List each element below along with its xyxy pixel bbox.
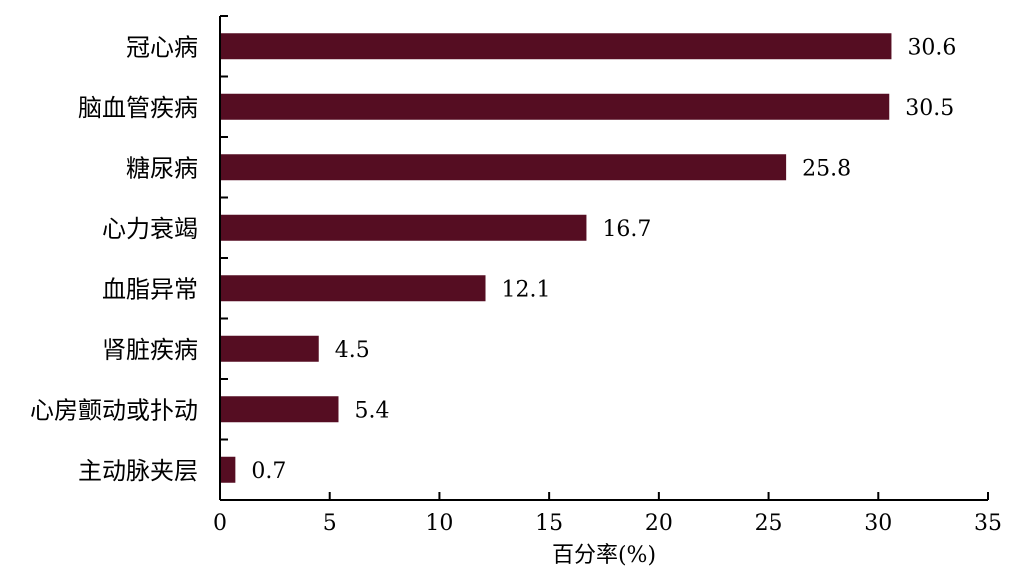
data-label: 30.6 — [907, 35, 956, 60]
bar — [221, 93, 890, 120]
x-tick-label: 35 — [974, 511, 1002, 536]
x-tick-label: 20 — [645, 511, 673, 536]
data-label: 30.5 — [905, 96, 954, 121]
bar — [221, 335, 319, 362]
data-label: 0.7 — [251, 459, 286, 484]
bar — [221, 275, 486, 302]
x-tick-label: 0 — [213, 511, 227, 536]
x-tick-label: 15 — [535, 511, 563, 536]
data-label: 16.7 — [602, 217, 651, 242]
bar — [221, 154, 787, 181]
bar — [221, 214, 587, 241]
bar — [221, 456, 236, 483]
data-label: 4.5 — [335, 338, 370, 363]
category-label: 血脂异常 — [102, 275, 198, 303]
category-label: 心房颤动或扑动 — [30, 396, 198, 424]
x-ticks-group: 0 5 10 15 20 25 30 35 — [213, 492, 1002, 536]
category-label: 肾脏疾病 — [102, 336, 198, 364]
bars-group — [221, 33, 892, 483]
y-ticks-group — [220, 15, 228, 501]
bar — [221, 396, 339, 423]
x-tick-label: 10 — [425, 511, 453, 536]
x-tick-label: 25 — [755, 511, 783, 536]
category-label: 心力衰竭 — [102, 215, 198, 243]
x-tick-label: 30 — [864, 511, 892, 536]
x-tick-label: 5 — [323, 511, 337, 536]
data-label: 25.8 — [802, 156, 851, 181]
data-label: 12.1 — [502, 277, 551, 302]
category-label: 脑血管疾病 — [78, 94, 198, 122]
axes-group — [219, 16, 988, 501]
value-labels-group: 30.6 30.5 25.8 16.7 12.1 4.5 5.4 0.7 — [251, 35, 956, 484]
x-axis-title: 百分率(%) — [552, 543, 656, 568]
category-label: 糖尿病 — [126, 154, 198, 182]
data-label: 5.4 — [354, 398, 389, 423]
bar — [221, 33, 892, 60]
category-label: 冠心病 — [126, 33, 198, 61]
category-label: 主动脉夹层 — [78, 457, 198, 485]
